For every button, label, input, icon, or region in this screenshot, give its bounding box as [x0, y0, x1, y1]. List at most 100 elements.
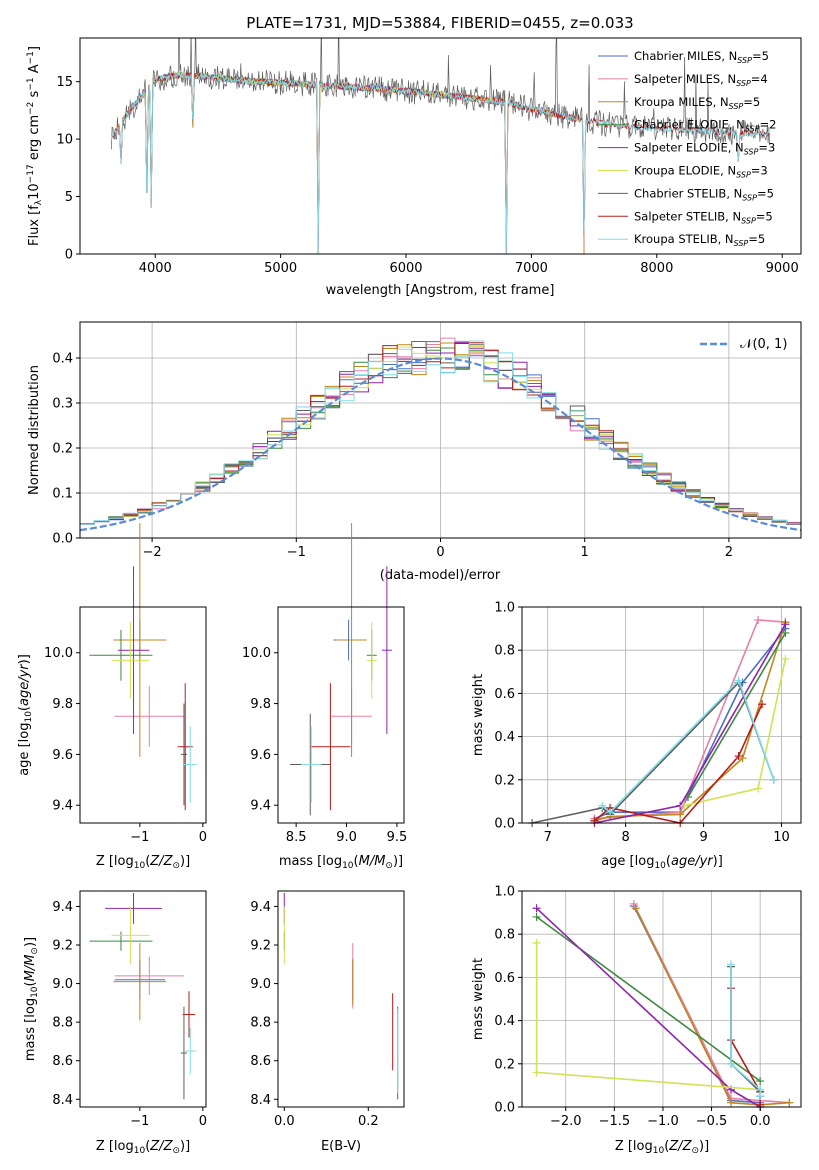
age_vs_Z-xtick-label: 0 — [199, 830, 207, 845]
weight-marker — [754, 615, 763, 624]
spectrum-panel: 4000 5000 6000 7000 8000 9000 0 5 10 15 Chabrier … — [26, 37, 802, 298]
weight-line-salpeter-elodie — [536, 907, 761, 1108]
weight-line-chabrier-elodie — [536, 916, 761, 1082]
spectrum-line-kroupa-stelib — [110, 71, 771, 254]
age_vs_Z-ytick-label: 9.6 — [52, 748, 73, 763]
errorbar-kroupa-stelib — [183, 726, 197, 803]
errorbar-salpeter-stelib — [182, 991, 196, 1038]
mass-vs-Z-panel: −1 0 8.4 8.6 8.8 9.0 9.2 9.4 Z [log10(Z/Z⊙)] ma… — [23, 890, 207, 1156]
errorbar-salpeter-elodie — [105, 892, 162, 924]
legend-label-kroupa-miles: Kroupa MILES, NSSP=5 — [634, 95, 760, 111]
legend-label-salpeter-elodie: Salpeter ELODIE, NSSP=3 — [634, 141, 775, 157]
spectrum-ytick-label: 5 — [65, 190, 73, 205]
weight-line-kroupa-stelib — [601, 678, 775, 814]
age_vs_mass-xtick-label: 9.5 — [387, 830, 408, 845]
weight-marker — [754, 784, 763, 793]
weight-line-kroupa-elodie — [535, 942, 761, 1091]
spectrum-xtick-label: 7000 — [515, 261, 548, 276]
weight_vs_age-ytick-label: 0.0 — [494, 817, 515, 832]
weight-marker — [756, 1077, 765, 1086]
errorbar-salpeter-miles — [114, 956, 184, 996]
weight_vs_age-xtick-label: 9 — [699, 830, 707, 845]
weight_vs_age-xtick-label: 7 — [544, 830, 552, 845]
weight-vs-age-frame — [521, 606, 802, 824]
spectrum-frame — [79, 37, 802, 255]
weight-marker — [676, 810, 685, 819]
weight-marker — [631, 904, 640, 913]
spectrum-legend: Chabrier MILES, NSSP=5 Salpeter MILES, NS… — [598, 49, 776, 248]
mass_vs_ebv-xtick-label: 0.2 — [358, 1114, 379, 1129]
spectrum-xlabel: wavelength [Angstrom, rest frame] — [326, 283, 555, 298]
errorbar-kroupa-stelib — [301, 726, 322, 803]
errorbar-chabrier-stelib — [180, 1006, 188, 1100]
weight-marker — [598, 801, 607, 810]
weight_vs_Z-ytick-label: 0.6 — [494, 971, 515, 986]
spectrum-xtick-label: 5000 — [264, 261, 297, 276]
legend-label-chabrier-miles: Chabrier MILES, NSSP=5 — [634, 49, 769, 65]
weight-vs-Z-ylabel: mass weight — [471, 958, 486, 1040]
errorbar-kroupa-elodie — [111, 622, 150, 699]
weight-marker — [532, 1068, 541, 1077]
errorbar-kroupa-miles — [336, 523, 367, 757]
weight-line-kroupa-stelib — [730, 964, 762, 1097]
age-vs-mass-panel: 8.5 9.0 9.5 9.4 9.6 9.8 10.0 mass [log10(M/M⊙)… — [242, 523, 407, 871]
age_vs_mass-ytick-label: 9.6 — [250, 748, 271, 763]
normal-curve — [80, 357, 801, 532]
residuals-ylabel: Normed distribution — [27, 365, 42, 495]
spectrum-ytick-label: 0 — [65, 248, 73, 263]
residuals-ytick-label: 0.4 — [52, 352, 73, 367]
mass-vs-ebv-frame — [277, 890, 405, 1108]
residuals-histograms — [80, 337, 801, 532]
weight_vs_Z-ytick-label: 0.4 — [494, 1014, 515, 1029]
age-vs-Z-ylabel: age [log10(age/yr)] — [17, 654, 34, 776]
mass_vs_ebv-ytick-label: 9.2 — [250, 939, 271, 954]
weight-marker — [629, 899, 638, 908]
age_vs_Z-xtick-label: −1 — [130, 830, 149, 845]
mass_vs_Z-ytick-label: 9.0 — [52, 977, 73, 992]
weight-marker — [781, 620, 790, 629]
weight_vs_age-xtick-label: 10 — [773, 830, 790, 845]
weight_vs_Z-ytick-label: 0.2 — [494, 1057, 515, 1072]
errorbar-chabrier-elodie — [89, 931, 153, 951]
weight-line-chabrier-stelib — [531, 681, 775, 824]
errorbar-kroupa-elodie — [366, 622, 377, 699]
legend-label-normal: 𝒩(0, 1) — [740, 337, 787, 352]
residuals-ytick-label: 0.2 — [52, 442, 73, 457]
weight_vs_age-ytick-label: 0.8 — [494, 644, 515, 659]
spectrum-xtick-label: 9000 — [766, 261, 799, 276]
weight-marker — [532, 912, 541, 921]
weight-marker — [606, 808, 615, 817]
weight-marker — [532, 904, 541, 913]
residuals-xlabel: (data-model)/error — [380, 568, 501, 583]
weight-marker — [734, 676, 743, 685]
mass_vs_Z-ytick-label: 8.8 — [52, 1016, 73, 1031]
age_vs_Z-ytick-label: 9.4 — [52, 799, 73, 814]
weight_vs_Z-xtick-label: −2.0 — [550, 1114, 582, 1129]
weight-line-kroupa-miles — [634, 907, 790, 1106]
mass-vs-ebv-xlabel: E(B-V) — [321, 1139, 361, 1154]
figure-title: PLATE=1731, MJD=53884, FIBERID=0455, z=0… — [246, 14, 633, 32]
weight-vs-age-xlabel: age [log10(age/yr)] — [601, 854, 723, 871]
errorbar-salpeter-elodie — [381, 566, 392, 735]
weight-marker — [758, 700, 767, 709]
weight-vs-age-ylabel: mass weight — [471, 674, 486, 756]
age_vs_Z-ytick-label: 9.8 — [52, 697, 73, 712]
mass_vs_ebv-ytick-label: 8.8 — [250, 1016, 271, 1031]
weight_vs_age-ytick-label: 1.0 — [494, 601, 515, 616]
weight_vs_Z-xtick-label: −1.0 — [647, 1114, 679, 1129]
weight-marker — [532, 938, 541, 947]
weight-marker — [756, 1092, 765, 1101]
errorbar-kroupa-stelib — [183, 1027, 197, 1075]
mass_vs_Z-ytick-label: 8.4 — [52, 1093, 73, 1108]
mass-vs-Z-frame — [79, 890, 207, 1108]
residuals-ytick-label: 0.1 — [52, 487, 73, 502]
weight-marker — [727, 960, 736, 969]
weight_vs_age-ytick-label: 0.4 — [494, 730, 515, 745]
legend-label-salpeter-stelib: Salpeter STELIB, NSSP=5 — [634, 209, 773, 225]
errorbar-kroupa-elodie — [111, 906, 150, 965]
residuals-xtick-label: −1 — [287, 545, 306, 560]
errorbar-chabrier-elodie — [89, 629, 153, 681]
residuals-ytick-label: 0.3 — [52, 397, 73, 412]
weight_vs_Z-xtick-label: 0.0 — [750, 1114, 771, 1129]
weight-marker — [769, 775, 778, 784]
